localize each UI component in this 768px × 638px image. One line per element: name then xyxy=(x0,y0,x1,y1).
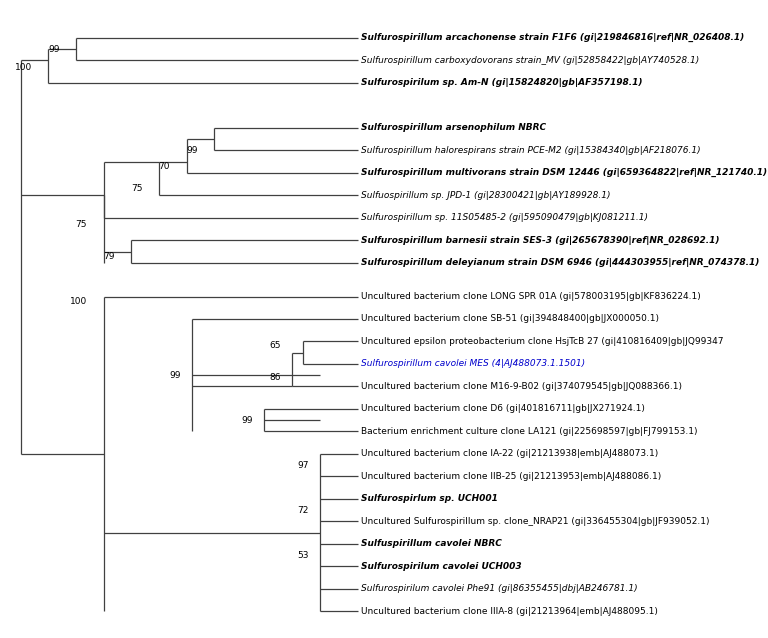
Text: Sulfurospirillum arsenophilum NBRC: Sulfurospirillum arsenophilum NBRC xyxy=(361,123,546,132)
Text: Sulfurospirilum cavolei UCH003: Sulfurospirilum cavolei UCH003 xyxy=(361,562,521,571)
Text: Sulfurospirillum multivorans strain DSM 12446 (gi|659364822|ref|NR_121740.1): Sulfurospirillum multivorans strain DSM … xyxy=(361,168,767,177)
Text: Uncultured bacterium clone IA-22 (gi|21213938|emb|AJ488073.1): Uncultured bacterium clone IA-22 (gi|212… xyxy=(361,449,658,459)
Text: 72: 72 xyxy=(297,506,309,515)
Text: Uncultured bacterium clone D6 (gi|401816711|gb|JX271924.1): Uncultured bacterium clone D6 (gi|401816… xyxy=(361,404,645,413)
Text: Sulfuospirillum sp. JPD-1 (gi|28300421|gb|AY189928.1): Sulfuospirillum sp. JPD-1 (gi|28300421|g… xyxy=(361,191,611,200)
Text: Sulfurospirillum cavolei MES (4|AJ488073.1.1501): Sulfurospirillum cavolei MES (4|AJ488073… xyxy=(361,359,585,369)
Text: Uncultured bacterium clone IIIA-8 (gi|21213964|emb|AJ488095.1): Uncultured bacterium clone IIIA-8 (gi|21… xyxy=(361,607,658,616)
Text: 70: 70 xyxy=(159,161,170,170)
Text: 53: 53 xyxy=(297,551,309,560)
Text: 100: 100 xyxy=(15,63,31,71)
Text: 75: 75 xyxy=(131,184,143,193)
Text: 65: 65 xyxy=(270,341,281,350)
Text: Sulfurospirillum arcachonense strain F1F6 (gi|219846816|ref|NR_026408.1): Sulfurospirillum arcachonense strain F1F… xyxy=(361,33,744,43)
Text: 99: 99 xyxy=(170,371,181,380)
Text: Sulfuspirillum cavolei NBRC: Sulfuspirillum cavolei NBRC xyxy=(361,539,502,549)
Text: 79: 79 xyxy=(104,251,115,260)
Text: Uncultured bacterium clone M16-9-B02 (gi|374079545|gb|JQ088366.1): Uncultured bacterium clone M16-9-B02 (gi… xyxy=(361,382,682,391)
Text: Uncultured bacterium clone SB-51 (gi|394848400|gb|JX000050.1): Uncultured bacterium clone SB-51 (gi|394… xyxy=(361,315,659,323)
Text: 97: 97 xyxy=(297,461,309,470)
Text: 86: 86 xyxy=(270,373,281,382)
Text: 99: 99 xyxy=(48,45,59,54)
Text: Uncultured epsilon proteobacterium clone HsjTcB 27 (gi|410816409|gb|JQ99347: Uncultured epsilon proteobacterium clone… xyxy=(361,337,723,346)
Text: Sulfurospirlum sp. UCH001: Sulfurospirlum sp. UCH001 xyxy=(361,494,498,503)
Text: Sulfurospirillum carboxydovorans strain_MV (gi|52858422|gb|AY740528.1): Sulfurospirillum carboxydovorans strain_… xyxy=(361,56,700,65)
Text: 75: 75 xyxy=(76,220,88,229)
Text: Uncultured Sulfurospirillum sp. clone_NRAP21 (gi|336455304|gb|JF939052.1): Uncultured Sulfurospirillum sp. clone_NR… xyxy=(361,517,710,526)
Text: Sulfurospirillum sp. 11S05485-2 (gi|595090479|gb|KJ081211.1): Sulfurospirillum sp. 11S05485-2 (gi|5950… xyxy=(361,213,648,222)
Text: Sulfurospirillum deleyianum strain DSM 6946 (gi|444303955|ref|NR_074378.1): Sulfurospirillum deleyianum strain DSM 6… xyxy=(361,258,760,267)
Text: Sulfurospirilum sp. Am-N (gi|15824820|gb|AF357198.1): Sulfurospirilum sp. Am-N (gi|15824820|gb… xyxy=(361,78,643,87)
Text: 99: 99 xyxy=(187,146,198,155)
Text: Sulfurospirillum barnesii strain SES-3 (gi|265678390|ref|NR_028692.1): Sulfurospirillum barnesii strain SES-3 (… xyxy=(361,235,720,245)
Text: Sulfurospirillum halorespirans strain PCE-M2 (gi|15384340|gb|AF218076.1): Sulfurospirillum halorespirans strain PC… xyxy=(361,146,700,155)
Text: Uncultured bacterium clone LONG SPR 01A (gi|578003195|gb|KF836224.1): Uncultured bacterium clone LONG SPR 01A … xyxy=(361,292,701,301)
Text: Sulfurospirilum cavolei Phe91 (gi|86355455|dbj|AB246781.1): Sulfurospirilum cavolei Phe91 (gi|863554… xyxy=(361,584,637,593)
Text: 100: 100 xyxy=(70,297,88,306)
Text: Bacterium enrichment culture clone LA121 (gi|225698597|gb|FJ799153.1): Bacterium enrichment culture clone LA121… xyxy=(361,427,697,436)
Text: 99: 99 xyxy=(242,416,253,425)
Text: Uncultured bacterium clone IIB-25 (gi|21213953|emb|AJ488086.1): Uncultured bacterium clone IIB-25 (gi|21… xyxy=(361,472,661,481)
